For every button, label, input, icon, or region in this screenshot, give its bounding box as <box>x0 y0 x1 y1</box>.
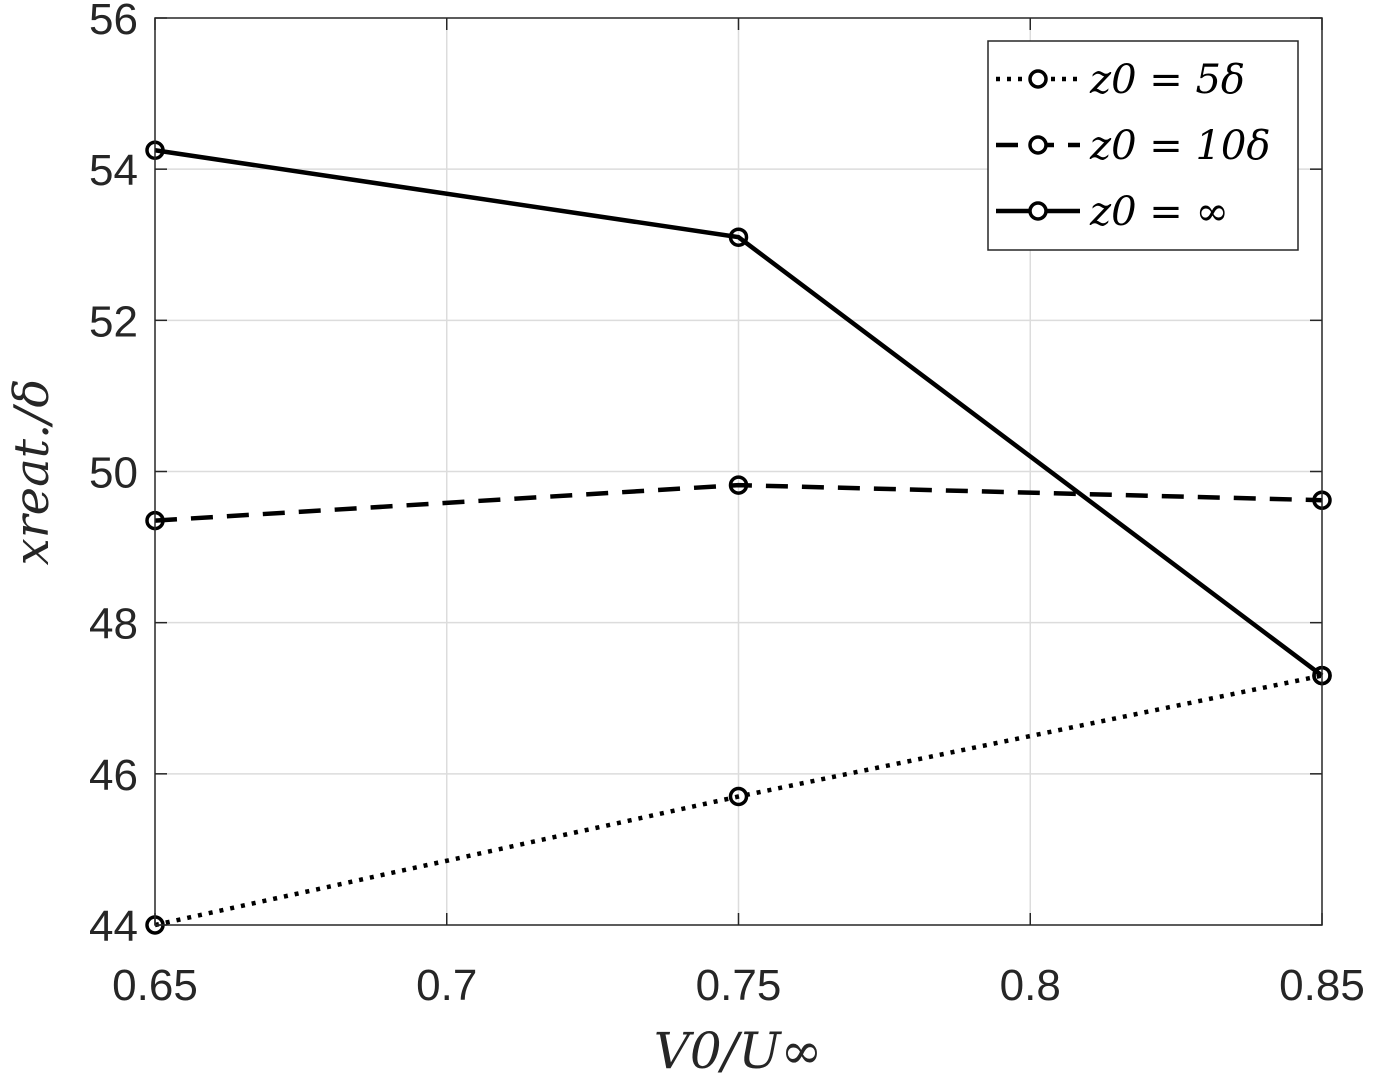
legend-item: z0 = 5δ <box>996 57 1245 103</box>
y-tick-label: 44 <box>89 902 138 951</box>
legend-label: z0 = ∞ <box>1089 189 1229 235</box>
y-tick-label: 56 <box>89 0 138 44</box>
x-axis-title: V0/U∞ <box>654 1022 823 1080</box>
series-line <box>154 482 1323 523</box>
y-axis-title: xreat./δ <box>4 379 60 566</box>
ticks: 0.65 0.7 0.75 0.8 0.85 44 46 48 50 52 54 56 <box>89 0 1365 1010</box>
x-tick-label: 0.8 <box>1000 961 1061 1010</box>
legend-label: z0 = 5δ <box>1089 57 1245 103</box>
data-point <box>728 227 749 247</box>
data-point <box>728 475 749 495</box>
legend-label: z0 = 10δ <box>1089 123 1270 169</box>
y-tick-label: 46 <box>89 751 138 800</box>
x-tick-label: 0.65 <box>112 961 198 1010</box>
series-line <box>154 673 1323 928</box>
series-line <box>154 148 1324 678</box>
x-tick-label: 0.75 <box>696 961 782 1010</box>
legend-item: z0 = 10δ <box>996 123 1270 169</box>
legend-marker <box>1028 135 1048 155</box>
y-tick-label: 48 <box>89 600 138 649</box>
x-tick-label: 0.7 <box>416 961 477 1010</box>
data-point <box>728 786 749 807</box>
y-tick-label: 54 <box>89 146 138 195</box>
legend-item: z0 = ∞ <box>996 189 1229 235</box>
legend-marker <box>1028 201 1048 221</box>
legend-marker <box>1028 69 1048 89</box>
y-tick-label: 50 <box>89 449 138 498</box>
legend: z0 = 5δ z0 = 10δ z0 = ∞ <box>987 40 1299 251</box>
y-tick-label: 52 <box>89 297 138 346</box>
x-tick-label: 0.85 <box>1279 961 1365 1010</box>
